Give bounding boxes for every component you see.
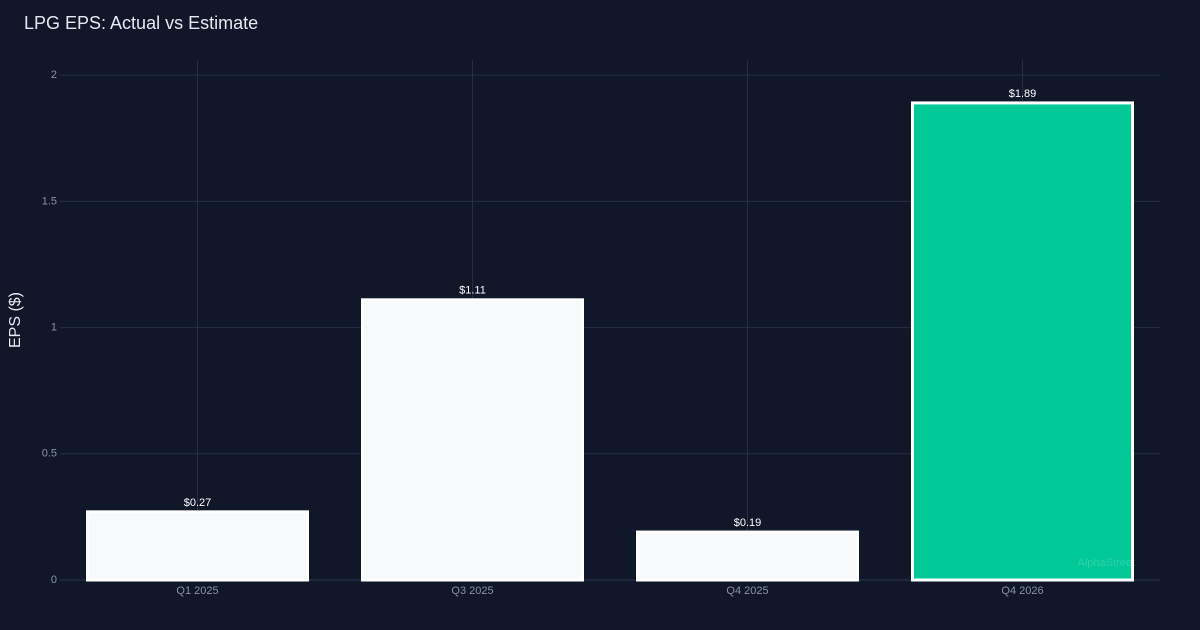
- y-tick-label: 1.5: [42, 195, 57, 207]
- y-tick-label: 0.5: [42, 448, 57, 460]
- y-tick-label: 2: [51, 69, 57, 81]
- value-label: $0.27: [184, 497, 212, 509]
- watermark: AlphaStreet: [1078, 557, 1135, 569]
- y-tick-label: 1: [51, 321, 57, 333]
- x-tick-label: Q1 2025: [176, 585, 218, 597]
- chart-title: LPG EPS: Actual vs Estimate: [24, 13, 258, 33]
- value-label: $1.89: [1009, 88, 1037, 100]
- bar: [636, 530, 859, 582]
- x-tick-label: Q3 2025: [451, 585, 493, 597]
- x-tick-label: Q4 2026: [1001, 585, 1043, 597]
- bar: [911, 101, 1134, 582]
- bar: [86, 510, 309, 582]
- y-axis-label: EPS ($): [7, 292, 24, 348]
- bar: [361, 298, 584, 582]
- value-label: $0.19: [734, 517, 762, 529]
- x-tick-label: Q4 2025: [726, 585, 768, 597]
- y-tick-label: 0: [51, 574, 57, 586]
- value-label: $1.11: [459, 285, 486, 297]
